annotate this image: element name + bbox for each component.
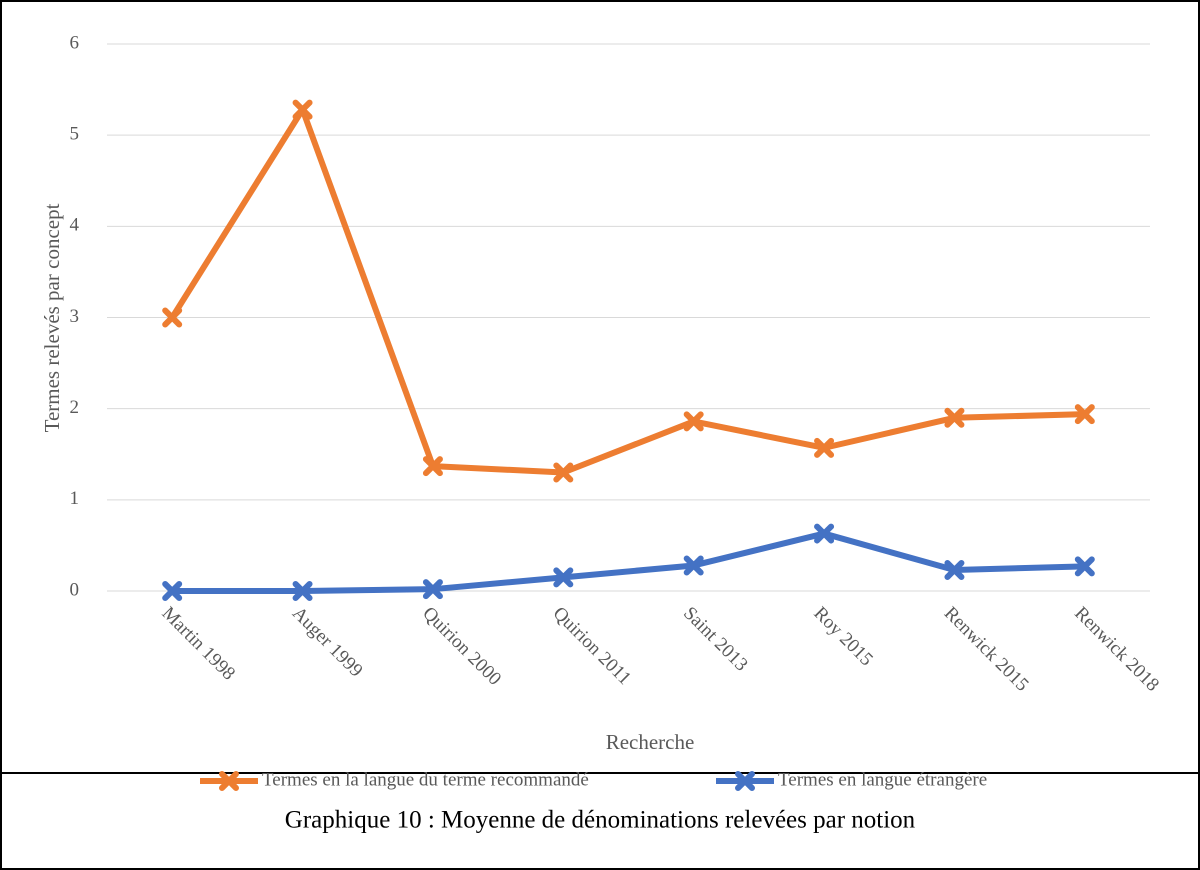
y-tick-label: 1 [70,488,80,509]
x-tick-label: Roy 2015 [809,603,876,670]
x-tick-label: Renwick 2018 [1070,603,1163,696]
marker [422,579,443,600]
y-axis-label: Termes relevés par concept [40,203,64,432]
y-tick-label: 2 [70,397,80,418]
marker [814,437,835,458]
marker [1074,404,1095,425]
marker [162,307,183,328]
caption: Graphique 10 : Moyenne de dénominations … [285,807,916,834]
marker [553,567,574,588]
marker [553,462,574,483]
x-tick-label: Quirion 2000 [418,603,505,690]
series-line [172,530,1085,594]
marker [292,581,313,601]
y-tick-label: 5 [70,124,80,145]
marker [1074,556,1095,577]
series-line [169,106,1085,476]
legend-marker [735,771,755,791]
marker [422,456,443,477]
x-tick-label: Martin 1998 [158,603,240,685]
marker [162,581,183,601]
marker [292,99,313,120]
y-tick-label: 4 [70,215,80,236]
marker [683,411,704,432]
y-tick-label: 0 [70,579,80,600]
x-tick-label: Quirion 2011 [549,603,635,689]
x-tick-label: Renwick 2015 [940,603,1033,696]
legend-label: Termes en langue étrangère [778,769,987,790]
marker [944,407,965,428]
marker [944,560,965,581]
legend-marker [219,771,239,791]
y-tick-label: 3 [70,306,80,327]
y-tick-label: 6 [70,32,80,53]
x-tick-label: Saint 2013 [679,603,752,676]
x-tick-label: Auger 1999 [288,603,367,682]
x-axis-label: Recherche [606,730,695,754]
marker [683,555,704,576]
marker [814,523,835,544]
legend-label: Termes en la langue du terme recommandé [262,769,589,790]
